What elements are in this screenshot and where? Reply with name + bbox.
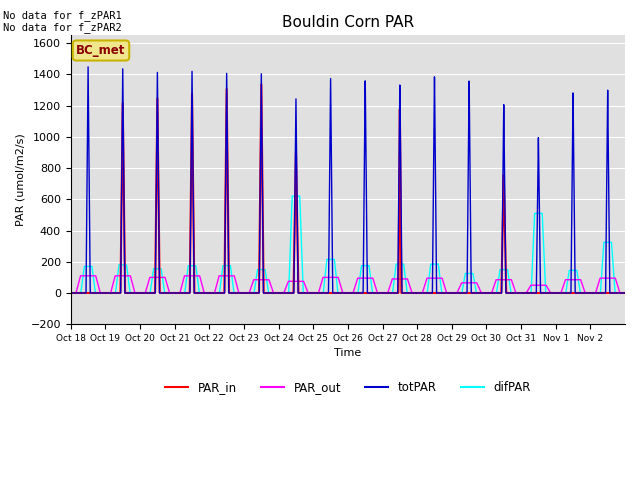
totPAR bbox=[508, 290, 515, 296]
difPAR bbox=[95, 290, 102, 296]
totPAR bbox=[478, 290, 486, 296]
PAR_in bbox=[395, 247, 403, 253]
PAR_out bbox=[268, 285, 275, 290]
Line: PAR_in: PAR_in bbox=[71, 84, 625, 293]
Y-axis label: PAR (umol/m2/s): PAR (umol/m2/s) bbox=[15, 133, 25, 226]
X-axis label: Time: Time bbox=[334, 348, 362, 359]
difPAR bbox=[621, 290, 629, 296]
PAR_out bbox=[419, 288, 427, 294]
totPAR bbox=[395, 188, 403, 193]
Line: difPAR: difPAR bbox=[71, 196, 625, 293]
difPAR bbox=[67, 290, 75, 296]
PAR_out bbox=[621, 290, 629, 296]
PAR_in bbox=[419, 290, 427, 296]
totPAR bbox=[268, 290, 275, 296]
PAR_in bbox=[478, 290, 486, 296]
PAR_out bbox=[478, 290, 486, 296]
Line: PAR_out: PAR_out bbox=[71, 276, 625, 293]
totPAR bbox=[67, 290, 75, 296]
PAR_in bbox=[67, 290, 75, 296]
PAR_out bbox=[395, 276, 403, 282]
PAR_in bbox=[95, 290, 102, 296]
totPAR bbox=[95, 290, 102, 296]
PAR_in bbox=[508, 290, 515, 296]
difPAR bbox=[419, 290, 427, 296]
difPAR bbox=[478, 290, 486, 296]
totPAR bbox=[84, 64, 92, 70]
Title: Bouldin Corn PAR: Bouldin Corn PAR bbox=[282, 15, 414, 30]
difPAR bbox=[508, 290, 515, 296]
Legend: PAR_in, PAR_out, totPAR, difPAR: PAR_in, PAR_out, totPAR, difPAR bbox=[160, 377, 536, 399]
PAR_out bbox=[77, 273, 84, 279]
totPAR bbox=[419, 290, 427, 296]
Line: totPAR: totPAR bbox=[71, 67, 625, 293]
PAR_out bbox=[508, 277, 515, 283]
difPAR bbox=[288, 193, 296, 199]
PAR_in bbox=[621, 290, 629, 296]
difPAR bbox=[268, 290, 275, 296]
PAR_out bbox=[67, 290, 75, 296]
PAR_in bbox=[268, 290, 275, 296]
PAR_in bbox=[257, 82, 265, 87]
totPAR bbox=[621, 290, 629, 296]
Text: BC_met: BC_met bbox=[76, 44, 125, 57]
PAR_out bbox=[95, 284, 102, 290]
Text: No data for f_zPAR1
No data for f_zPAR2: No data for f_zPAR1 No data for f_zPAR2 bbox=[3, 10, 122, 33]
difPAR bbox=[395, 261, 403, 267]
